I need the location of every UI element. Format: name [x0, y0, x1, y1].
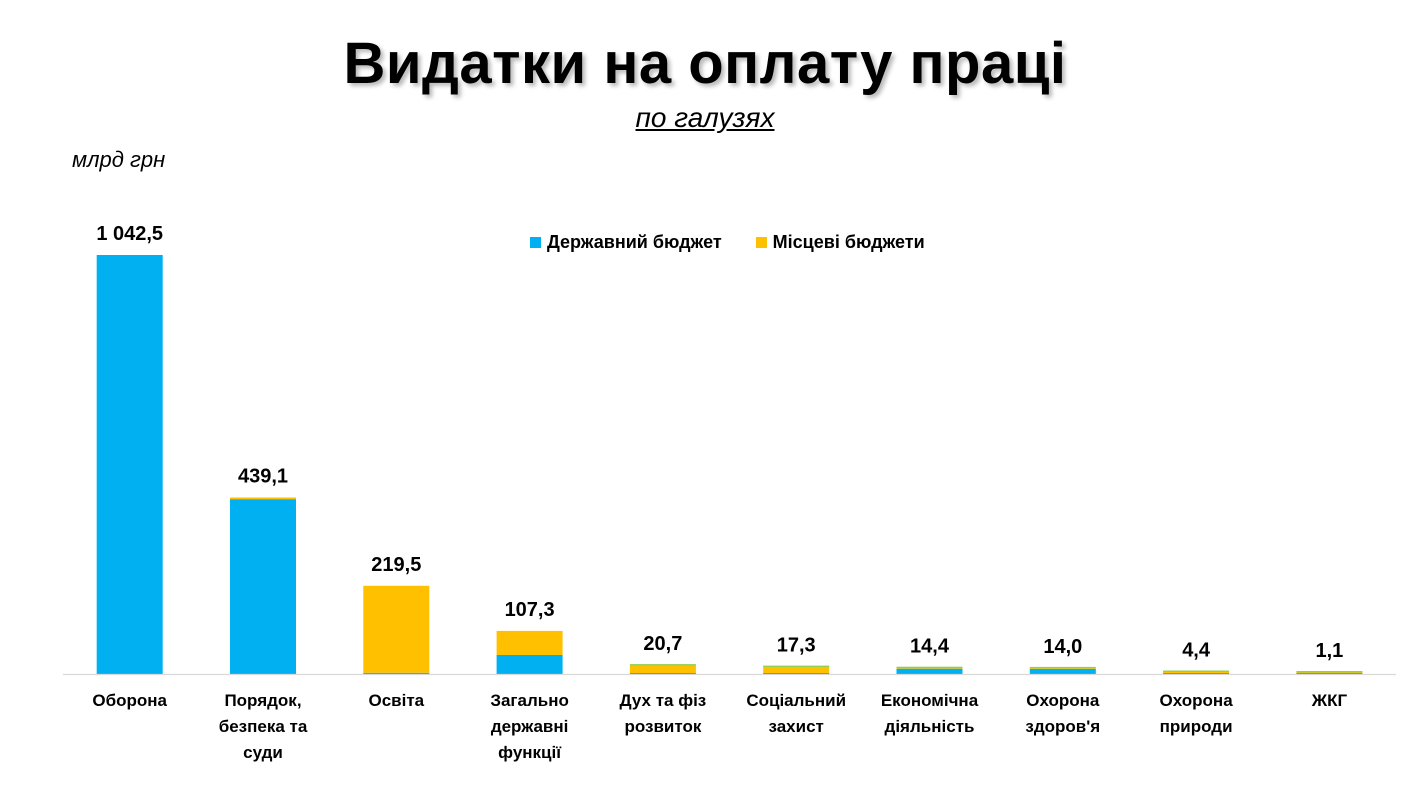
bar-segment-local-budgets-8 [1163, 671, 1230, 673]
legend-swatch-state-budget [530, 237, 541, 248]
data-label-2: 219,5 [371, 554, 421, 576]
chart-legend: Державний бюджет Місцеві бюджети [530, 232, 925, 253]
category-label-7: Охорона здоров'я [1025, 691, 1100, 736]
legend-label-state-budget: Державний бюджет [547, 232, 722, 252]
chart-title: Видатки на оплату праці [343, 31, 1067, 96]
data-label-3: 107,3 [505, 599, 555, 621]
y-axis-unit-label: млрд грн [72, 147, 166, 172]
bar-segment-state-budget-3 [496, 655, 563, 674]
data-label-5: 17,3 [777, 635, 816, 657]
legend-item-state-budget: Державний бюджет [530, 232, 722, 253]
bar-segment-state-budget-2 [363, 672, 430, 674]
bar-segment-state-budget-9 [1296, 673, 1363, 674]
bar-segment-local-budgets-3 [496, 630, 563, 655]
bar-segment-state-budget-8 [1163, 673, 1230, 674]
category-label-8: Охорона природи [1160, 691, 1234, 736]
bar-outline-7 [1029, 666, 1096, 669]
legend-swatch-local-budgets [755, 237, 767, 248]
bar-segment-local-budgets-2 [363, 585, 430, 673]
bar-segment-state-budget-6 [896, 668, 963, 674]
bar-outline-9 [1296, 671, 1363, 673]
category-label-2: Освіта [368, 691, 424, 710]
data-label-1: 439,1 [238, 466, 288, 488]
bar-outline-6 [896, 666, 963, 669]
legend-label-local-budgets: Місцеві бюджети [772, 232, 925, 252]
bar-outline-4 [629, 664, 696, 666]
category-label-3: Загально державні функції [490, 691, 569, 762]
data-label-4: 20,7 [643, 633, 682, 655]
bar-segment-state-budget-7 [1029, 668, 1096, 674]
chart-subtitle: по галузях [635, 102, 775, 133]
category-label-1: Порядок, безпека та суди [219, 691, 308, 762]
data-label-6: 14,4 [910, 636, 950, 658]
category-label-9: ЖКГ [1311, 691, 1348, 710]
category-label-4: Дух та фіз розвиток [620, 691, 707, 736]
bar-outline-8 [1163, 670, 1230, 672]
bar-segment-local-budgets-1 [230, 497, 296, 500]
data-label-8: 4,4 [1182, 640, 1211, 662]
bar-segment-state-budget-1 [230, 499, 296, 674]
data-label-0: 1 042,5 [96, 223, 163, 245]
bar-outline-5 [763, 665, 830, 668]
bar-segment-local-budgets-4 [629, 665, 696, 673]
bar-segment-local-budgets-5 [763, 666, 830, 673]
category-label-6: Економічна діяльність [881, 691, 979, 736]
bar-segment-state-budget-4 [629, 673, 696, 674]
data-label-7: 14,0 [1043, 636, 1082, 658]
category-label-5: Соціальний захист [746, 691, 846, 736]
category-label-0: Оборона [92, 691, 167, 710]
data-label-9: 1,1 [1315, 640, 1343, 662]
bar-segment-state-budget-5 [763, 673, 830, 674]
legend-item-local-budgets: Місцеві бюджети [755, 232, 925, 253]
bar-segment-state-budget-0 [96, 255, 163, 674]
